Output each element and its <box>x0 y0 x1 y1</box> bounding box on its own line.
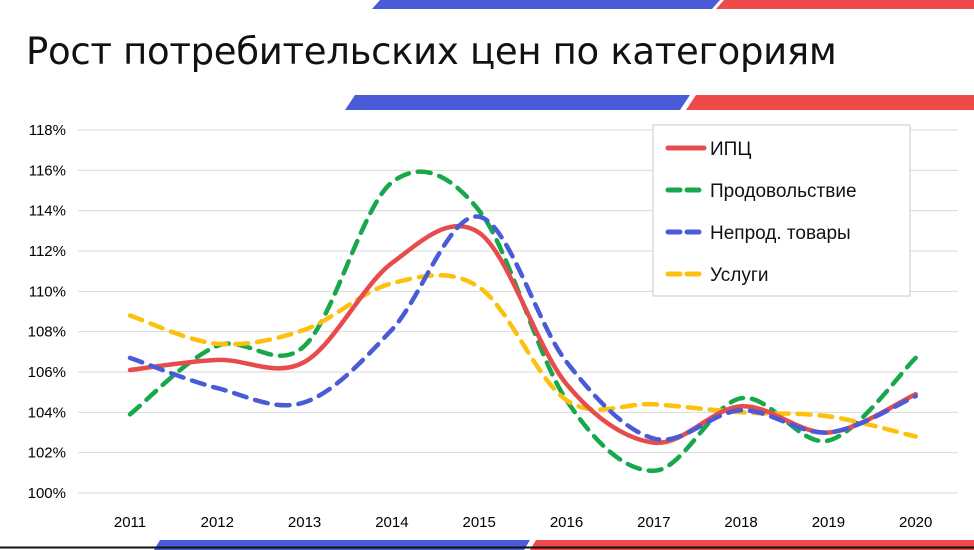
y-tick-label: 104% <box>28 404 66 421</box>
x-tick-label: 2013 <box>288 514 321 531</box>
y-tick-label: 106% <box>28 364 66 381</box>
y-tick-label: 118% <box>29 122 66 139</box>
x-tick-label: 2014 <box>375 514 408 531</box>
legend: ИПЦ Продовольствие Непрод. товары Услуги <box>652 124 911 297</box>
series-line-3 <box>127 273 918 439</box>
stripe-top-red <box>716 0 974 9</box>
x-tick-label: 2017 <box>637 514 670 531</box>
y-tick-label: 114% <box>29 203 66 220</box>
x-tick-label: 2018 <box>724 514 757 531</box>
x-tick-label: 2011 <box>114 514 146 531</box>
y-tick-label: 100% <box>28 485 66 502</box>
legend-label: Услуги <box>710 265 768 286</box>
y-tick-label: 112% <box>29 243 66 260</box>
x-tick-label: 2020 <box>899 514 932 531</box>
y-axis-ticks: 100% 102% 104% 106% 108% 110% 112% 114% 116% 118% <box>28 122 66 502</box>
legend-label: ИПЦ <box>710 139 751 160</box>
stripe-mid-blue <box>345 95 690 110</box>
stripe-mid-red <box>686 95 974 110</box>
x-tick-label: 2016 <box>550 514 583 531</box>
legend-label: Продовольствие <box>710 181 857 202</box>
series-line-2 <box>127 214 918 442</box>
x-tick-label: 2012 <box>201 514 234 531</box>
series-lines <box>127 169 918 474</box>
x-tick-label: 2015 <box>463 514 496 531</box>
y-tick-label: 110% <box>29 283 66 300</box>
x-axis-ticks: 2011 2012 2013 2014 2015 2016 2017 2018 2019 2020 <box>114 514 933 531</box>
x-tick-label: 2019 <box>812 514 845 531</box>
y-tick-label: 108% <box>28 324 66 341</box>
legend-box <box>652 124 911 297</box>
series-line-0 <box>127 223 918 445</box>
y-tick-label: 102% <box>28 445 66 462</box>
legend-label: Непрод. товары <box>710 223 851 244</box>
slide-title: Рост потребительских цен по категориям <box>26 30 837 73</box>
stripe-top-blue <box>372 0 720 9</box>
y-tick-label: 116% <box>29 162 66 179</box>
